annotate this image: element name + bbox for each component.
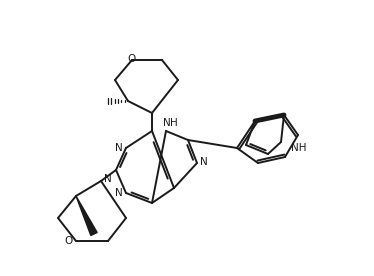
Text: H: H: [170, 118, 178, 128]
Text: N: N: [104, 174, 112, 184]
Text: N: N: [200, 157, 208, 167]
Text: O: O: [128, 54, 136, 64]
Polygon shape: [76, 196, 97, 235]
Text: NH: NH: [291, 143, 307, 153]
Text: O: O: [65, 236, 73, 246]
Text: N: N: [163, 118, 171, 128]
Text: N: N: [115, 188, 123, 198]
Text: N: N: [115, 143, 123, 153]
